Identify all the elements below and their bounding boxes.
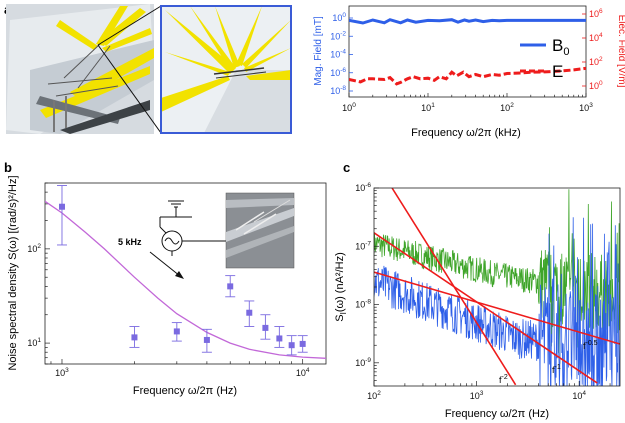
annotation-arrow [149,251,184,279]
chart-c-ylabel-prefix: S [334,314,346,321]
data-point [173,328,180,335]
svg-text:f-1: f-1 [552,364,561,375]
circuit-diagram [159,200,228,256]
data-point [131,334,138,341]
chart-a-ytick: 10-4 [330,49,346,60]
sem-image [225,192,295,269]
chart-a-xtick: 100 [342,102,356,113]
fit-exponent-f-2: -2 [502,374,508,381]
chart-a-ytick: 10-8 [330,85,346,96]
chart-c-ytick: 10-9 [355,357,371,368]
chart-c-xtick: 103 [470,390,484,401]
chart-b: 103 104 101 102 5 kHz [7,175,327,397]
chart-c-ylabel-subscript: I [339,312,348,314]
chart-a-ytick-right: 102 [589,56,603,67]
fit-line-f1 [374,232,598,384]
svg-text:B0: B0 [552,36,569,58]
chart-a-legend: B0 E [520,36,569,81]
chart-a-xtick: 103 [579,102,593,113]
fit-line-f05 [374,271,620,345]
chart-a-ytick-right: 104 [589,32,603,43]
series-b0 [349,18,586,25]
chart-a-ytick: 100 [332,12,346,23]
chart-c-xtick: 104 [572,390,586,401]
annotation-5khz: 5 kHz [118,237,142,247]
data-point [299,340,306,347]
legend-b0-label: B [552,36,563,55]
series-blue-trace [374,217,620,386]
zoom-inset [160,5,292,134]
chart-c-ytick: 10-8 [355,299,371,310]
chart-a-xtick: 101 [421,102,435,113]
chart-b-xlabel: Frequency ω/2π (Hz) [133,385,237,397]
data-point [58,203,65,210]
chart-a: 100 101 102 103 100 10-2 10-4 10-6 10-8 106 104 102… [313,5,625,139]
chart-a-ytick: 10-6 [330,67,346,78]
chart-b-xtick: 103 [55,367,69,378]
fit-curve [45,200,326,359]
svg-text:f-2: f-2 [499,374,508,385]
panel-c-label: c [343,160,350,175]
chart-c-ylabel-rest: (ω) (nA²/Hz) [334,252,346,312]
data-point [276,335,283,342]
fit-exponent-f-1: -1 [555,364,561,371]
chart-a-ylabel-right: Elec. Field [V/m] [616,15,625,88]
chart-b-ylabel: Noise spectral density S(ω) [(rad/s)²/Hz… [7,175,19,370]
panel-b-label: b [4,160,12,175]
fit-label-f-1: f [552,365,555,375]
chart-a-ytick: 10-2 [330,30,346,41]
chart-a-xlabel: Frequency ω/2π (kHz) [411,127,521,139]
chart-a-ytick-right: 100 [589,80,603,91]
chart-a-xtick: 102 [500,102,514,113]
fit-label-f-05: f [583,341,586,351]
device-illustration [6,4,154,134]
zoom-line-top [97,5,162,46]
chart-b-xtick: 104 [296,367,310,378]
chart-c-ytick: 10-6 [355,182,371,193]
data-point [203,336,210,343]
chart-a-ytick-right: 106 [589,8,603,19]
data-point [227,283,234,290]
zoom-line-bottom [97,44,162,134]
data-point [262,324,269,331]
fit-exponent-f-05: -0.5 [586,340,598,347]
chart-c-xlabel: Frequency ω/2π (Hz) [445,408,549,420]
data-point [288,342,295,349]
chart-b-ytick: 102 [27,243,41,254]
svg-text:SI(ω) (nA²/Hz): SI(ω) (nA²/Hz) [334,252,348,322]
svg-text:f-0.5: f-0.5 [583,340,598,351]
legend-b0-subscript: 0 [563,46,569,58]
series-e [349,66,586,86]
chart-c-xtick: 102 [367,390,381,401]
chart-a-ylabel: Mag. Field [mT] [313,16,324,86]
fit-label-f-2: f [499,375,502,385]
chart-b-ytick: 101 [27,337,41,348]
chart-c-ytick: 10-7 [355,240,371,251]
data-point [246,309,253,316]
legend-e-label: E [552,62,563,81]
